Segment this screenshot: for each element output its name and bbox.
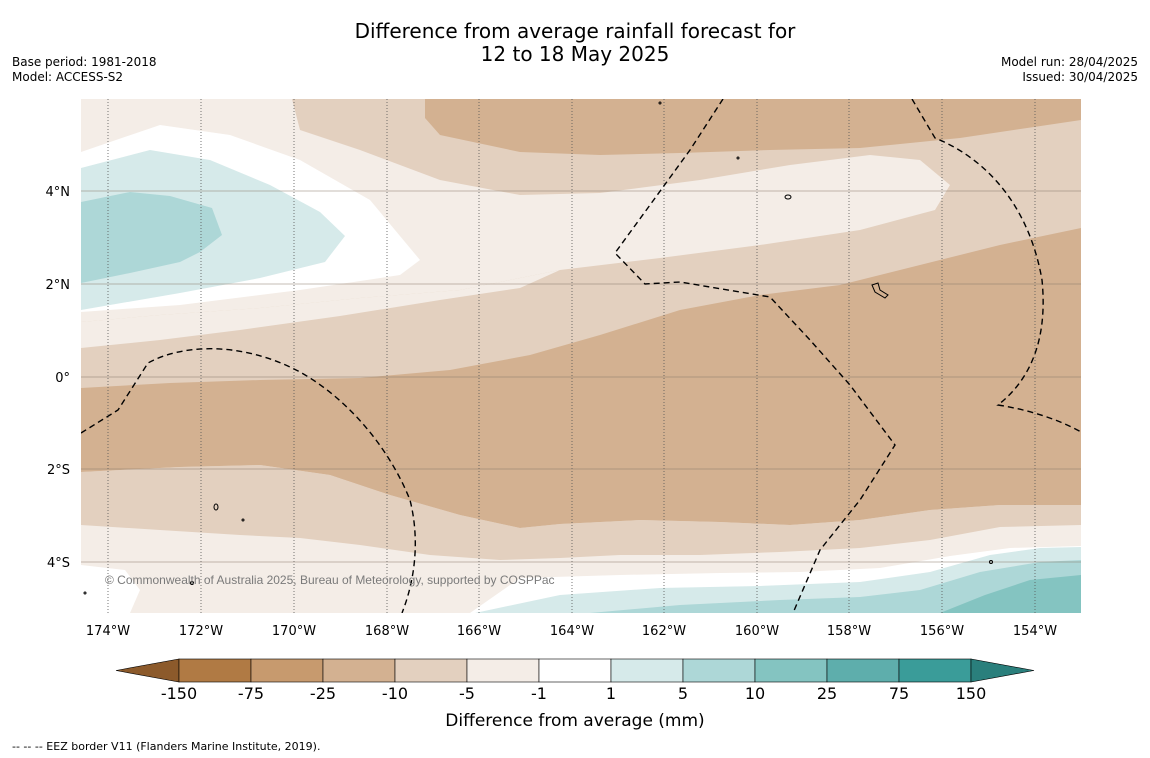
- lon-label: 154°W: [1013, 624, 1057, 639]
- lat-label-4n: 4°N: [46, 185, 71, 200]
- colorbar-tick-label: 25: [817, 684, 837, 703]
- colorbar-segment: [898, 658, 972, 683]
- colorbar-segment: [682, 658, 756, 683]
- lon-label: 174°W: [86, 624, 130, 639]
- islands: [83, 101, 993, 595]
- eez-borders: [81, 99, 1081, 613]
- lon-label: 170°W: [272, 624, 316, 639]
- lon-labels: 174°W 172°W 170°W 168°W 166°W 164°W 162°…: [86, 624, 1057, 639]
- lat-label-2n: 2°N: [46, 278, 71, 293]
- colorbar-tick-label: -150: [161, 684, 197, 703]
- lat-labels: 4°N 2°N 0° 2°S 4°S: [46, 185, 71, 571]
- colorbar-segment: [826, 658, 900, 683]
- colorbar-tick-label: 10: [745, 684, 765, 703]
- colorbar-segment: [250, 658, 324, 683]
- chart-title-line1: Difference from average rainfall forecas…: [354, 19, 796, 43]
- lon-label: 158°W: [827, 624, 871, 639]
- colorbar-segment: [610, 658, 684, 683]
- colorbar-arrow-left: [115, 658, 180, 683]
- lon-label: 164°W: [550, 624, 594, 639]
- map-panel: © Commonwealth of Australia 2025, Bureau…: [81, 99, 1081, 613]
- north-dry-band: [425, 99, 1081, 155]
- lon-label: 162°W: [642, 624, 686, 639]
- lon-label: 160°W: [735, 624, 779, 639]
- equatorial-dry-belt: [81, 228, 1081, 528]
- lat-label-2s: 2°S: [47, 463, 70, 478]
- south-wet-strong: [940, 575, 1081, 613]
- chart-title-line2: 12 to 18 May 2025: [480, 42, 670, 66]
- colorbar-tick-label: -5: [459, 684, 475, 703]
- model-text: Model: ACCESS-S2: [12, 70, 124, 84]
- south-near-zero: [81, 565, 140, 613]
- colorbar-tick-label: 150: [956, 684, 987, 703]
- colorbar-segment: [178, 658, 252, 683]
- colorbar-tick-label: -10: [382, 684, 408, 703]
- south-wet-medium: [590, 560, 1081, 613]
- footnote: -- -- -- EEZ border V11 (Flanders Marine…: [12, 740, 321, 753]
- lon-label: 156°W: [920, 624, 964, 639]
- lat-label-4s: 4°S: [47, 556, 70, 571]
- colorbar-tick-label: -1: [531, 684, 547, 703]
- colorbar-segment: [754, 658, 828, 683]
- colorbar-segment: [538, 658, 612, 683]
- lon-label: 172°W: [179, 624, 223, 639]
- colorbar-segment: [466, 658, 540, 683]
- meta-right: Model run: 28/04/2025 Issued: 30/04/2025: [1001, 55, 1138, 85]
- colorbar-tick-label: 1: [606, 684, 616, 703]
- colorbar: [115, 658, 1035, 683]
- colorbar-segment: [394, 658, 468, 683]
- latitude-gridlines: [81, 190, 1081, 563]
- colorbar-arrow-right: [970, 658, 1035, 683]
- meta-left: Base period: 1981-2018 Model: ACCESS-S2: [12, 55, 157, 85]
- colorbar-label: Difference from average (mm): [445, 711, 704, 731]
- base-period-text: Base period: 1981-2018: [12, 55, 157, 69]
- colorbar-tick-label: 75: [889, 684, 909, 703]
- colorbar-tick-label: -25: [310, 684, 336, 703]
- wet-medium-area: [81, 192, 222, 283]
- lon-label: 168°W: [365, 624, 409, 639]
- model-run-text: Model run: 28/04/2025: [1000, 55, 1138, 69]
- light-band-mid: [81, 270, 560, 348]
- issued-text: Issued: 30/04/2025: [1022, 70, 1138, 84]
- lon-label: 166°W: [457, 624, 501, 639]
- colorbar-ticks: -150 -75 -25 -10 -5 -1 1 5 10 25 75 150: [161, 684, 986, 703]
- lat-label-0: 0°: [55, 371, 70, 386]
- copyright-text: © Commonwealth of Australia 2025, Bureau…: [105, 573, 555, 587]
- colorbar-tick-label: 5: [678, 684, 688, 703]
- colorbar-segment: [322, 658, 396, 683]
- colorbar-tick-label: -75: [238, 684, 264, 703]
